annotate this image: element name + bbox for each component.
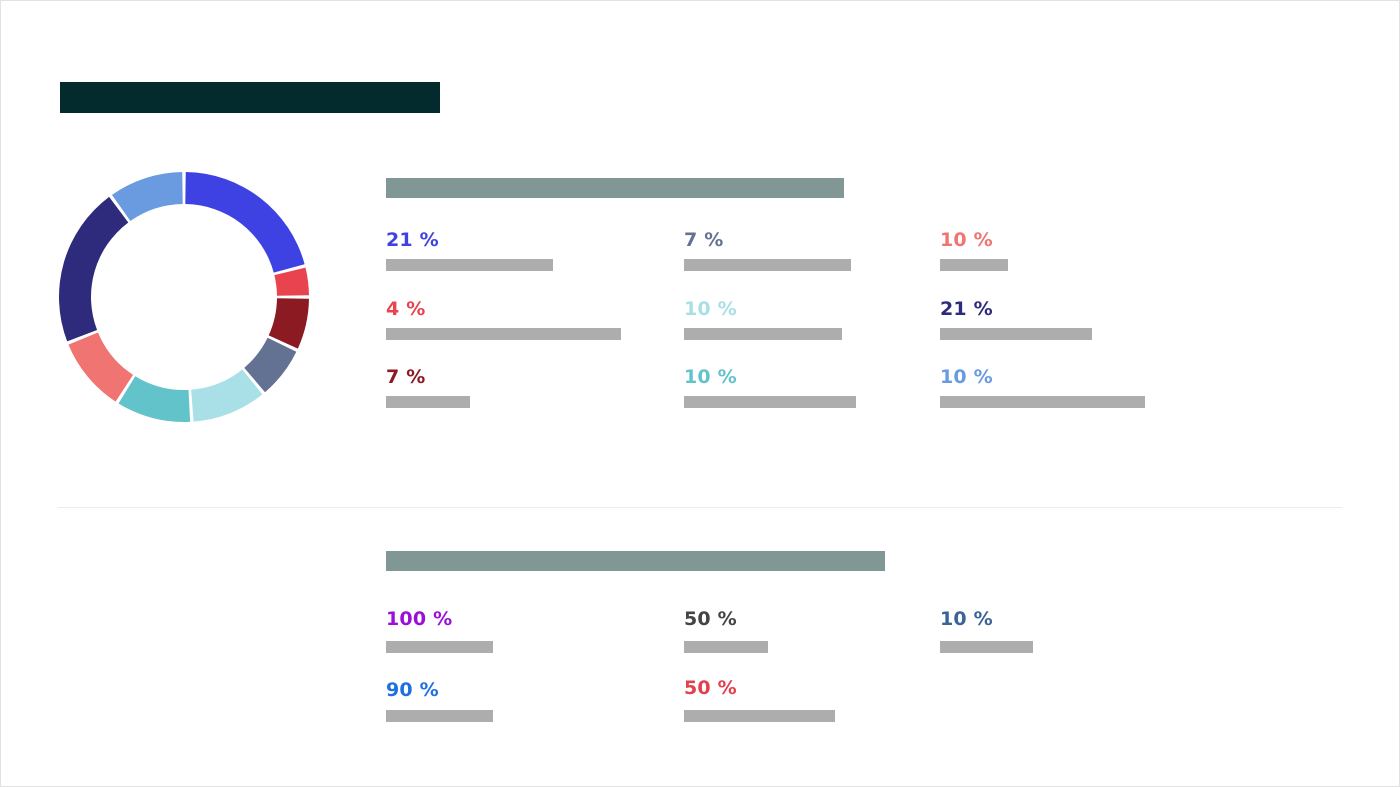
stat-label-placeholder-bar bbox=[386, 641, 493, 653]
section1-heading-bar bbox=[386, 178, 844, 198]
stat-item: 50 % bbox=[684, 608, 768, 653]
stat-value: 21 % bbox=[386, 229, 439, 251]
donut-slice bbox=[68, 332, 134, 402]
donut-slice bbox=[244, 337, 297, 393]
stat-item: 10 % bbox=[940, 229, 1008, 271]
donut-slice bbox=[274, 267, 309, 296]
stat-item: 21 % bbox=[940, 298, 1092, 340]
donut-slice bbox=[191, 369, 263, 422]
stat-label-placeholder-bar bbox=[386, 259, 553, 271]
stat-item: 4 % bbox=[386, 298, 621, 340]
stat-label-placeholder-bar bbox=[940, 328, 1092, 340]
stat-value: 10 % bbox=[940, 608, 993, 630]
stat-value: 10 % bbox=[940, 366, 993, 388]
stat-item: 7 % bbox=[684, 229, 851, 271]
stat-value: 21 % bbox=[940, 298, 993, 320]
stat-item: 21 % bbox=[386, 229, 553, 271]
stat-item: 50 % bbox=[684, 677, 835, 722]
stat-label-placeholder-bar bbox=[684, 259, 851, 271]
stat-item: 90 % bbox=[386, 679, 493, 722]
donut-chart bbox=[59, 172, 309, 422]
stat-label-placeholder-bar bbox=[940, 641, 1033, 653]
stat-value: 100 % bbox=[386, 608, 453, 630]
stat-label-placeholder-bar bbox=[684, 641, 768, 653]
stat-item: 10 % bbox=[940, 366, 1145, 408]
donut-slice bbox=[59, 196, 129, 342]
stat-item: 7 % bbox=[386, 366, 470, 408]
stat-value: 4 % bbox=[386, 298, 426, 320]
stat-value: 90 % bbox=[386, 679, 439, 701]
donut-slice bbox=[185, 172, 305, 273]
section-divider bbox=[58, 507, 1342, 508]
donut-slice bbox=[268, 298, 309, 349]
stat-item: 10 % bbox=[940, 608, 1033, 653]
donut-slice bbox=[111, 172, 183, 222]
stat-label-placeholder-bar bbox=[386, 328, 621, 340]
stat-label-placeholder-bar bbox=[386, 710, 493, 722]
donut-slice bbox=[118, 376, 191, 422]
stat-value: 50 % bbox=[684, 677, 737, 699]
stat-label-placeholder-bar bbox=[386, 396, 470, 408]
stat-label-placeholder-bar bbox=[684, 710, 835, 722]
stat-label-placeholder-bar bbox=[684, 396, 856, 408]
stat-label-placeholder-bar bbox=[940, 396, 1145, 408]
stat-value: 50 % bbox=[684, 608, 737, 630]
stat-item: 10 % bbox=[684, 366, 856, 408]
section2-heading-bar bbox=[386, 551, 885, 571]
stat-value: 10 % bbox=[684, 298, 737, 320]
stat-label-placeholder-bar bbox=[940, 259, 1008, 271]
stat-value: 10 % bbox=[684, 366, 737, 388]
title-placeholder-bar bbox=[60, 82, 440, 113]
stat-value: 7 % bbox=[386, 366, 426, 388]
stat-item: 100 % bbox=[386, 608, 493, 653]
stat-label-placeholder-bar bbox=[684, 328, 842, 340]
stat-item: 10 % bbox=[684, 298, 842, 340]
stat-value: 7 % bbox=[684, 229, 724, 251]
stat-value: 10 % bbox=[940, 229, 993, 251]
